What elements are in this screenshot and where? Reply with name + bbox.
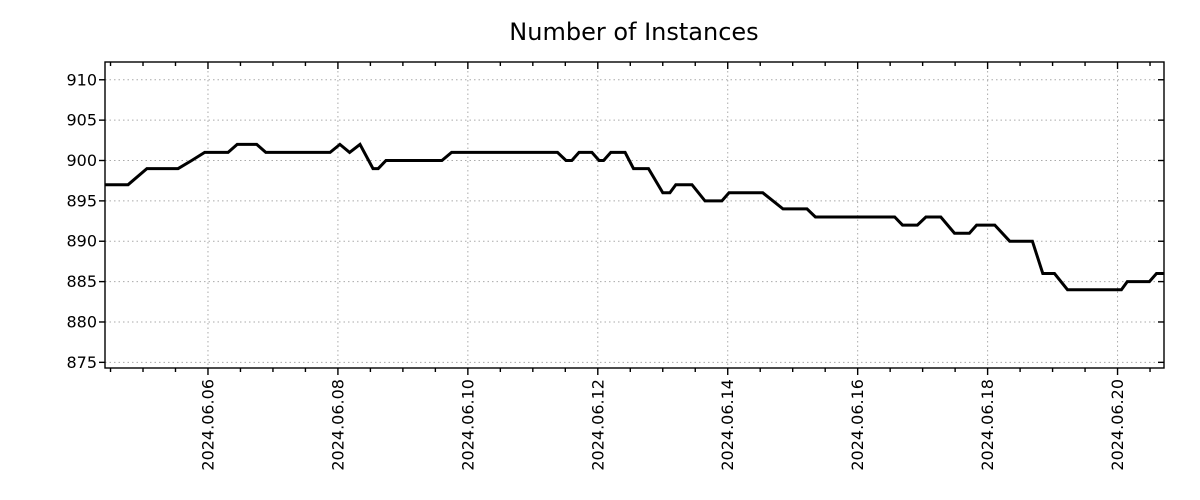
x-tick-label: 2024.06.10: [458, 379, 477, 471]
x-tick-label: 2024.06.08: [328, 379, 347, 471]
axis-layer: 910 905 900 895 890 885 880 875 2024.06.06 2024.0…: [66, 61, 1165, 471]
x-tick-label: 2024.06.06: [198, 379, 217, 471]
x-tick-label: 2024.06.20: [1108, 379, 1127, 471]
x-tick-label: 2024.06.12: [588, 379, 607, 471]
y-tick-label: 900: [66, 151, 97, 170]
y-tick-label: 880: [66, 312, 97, 331]
y-tick-label: 885: [66, 272, 97, 291]
y-tick-label: 910: [66, 70, 97, 89]
chart-title: Number of Instances: [509, 18, 758, 46]
series-layer: [105, 142, 1164, 292]
grid-layer: [105, 62, 1164, 368]
x-tick-label: 2024.06.14: [718, 379, 737, 471]
y-tick-label: 895: [66, 191, 97, 210]
x-tick-label: 2024.06.16: [848, 379, 867, 471]
x-tick-label: 2024.06.18: [978, 379, 997, 471]
y-tick-label: 890: [66, 232, 97, 251]
y-tick-label: 905: [66, 111, 97, 130]
plot-border: [104, 61, 1165, 369]
y-tick-label: 875: [66, 353, 97, 372]
series-line-instances: [105, 142, 1164, 292]
